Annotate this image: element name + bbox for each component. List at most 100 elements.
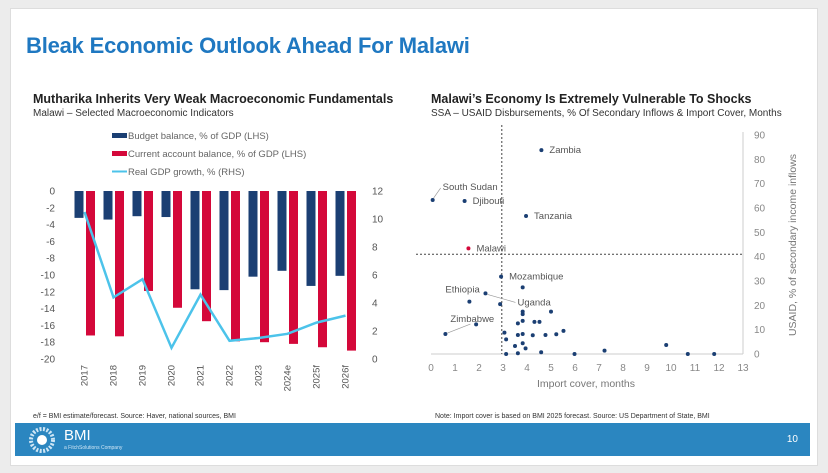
scatter-point	[498, 302, 503, 307]
left-chart-subtitle: Malawi – Selected Macroeconomic Indicato…	[33, 108, 234, 119]
x-axis-tick: 0	[428, 363, 434, 374]
scatter-point	[539, 350, 544, 355]
right-axis-tick: 2	[372, 327, 378, 338]
y-axis-tick: 10	[754, 325, 766, 336]
current-account-bar	[260, 191, 269, 343]
current-account-bar	[202, 191, 211, 322]
point-label: Malawi	[476, 243, 506, 254]
scatter-point	[515, 351, 520, 356]
scatter-point	[524, 214, 529, 219]
budget-balance-bar	[161, 191, 171, 218]
gdp-growth-line	[83, 211, 346, 351]
scatter-point	[602, 348, 607, 353]
scatter-point	[504, 337, 509, 342]
point-label: Uganda	[517, 297, 551, 308]
left-axis-tick: -4	[46, 220, 55, 231]
budget-balance-bar	[190, 191, 200, 290]
current-account-bar	[318, 191, 327, 348]
scatter-point	[523, 346, 528, 351]
right-axis-tick: 0	[372, 355, 378, 366]
x-axis-tick: 4	[524, 363, 530, 374]
legend-label: Current account balance, % of GDP (LHS)	[128, 149, 306, 160]
scatter-point	[561, 328, 566, 333]
scatter-point	[504, 352, 509, 356]
right-chart-title: Malawi’s Economy Is Extremely Vulnerable…	[431, 92, 752, 106]
right-axis-tick: 4	[372, 299, 378, 310]
brand-name: BMI	[64, 427, 91, 444]
left-axis-tick: -12	[41, 287, 56, 298]
x-axis-tick: 13	[737, 363, 749, 374]
legend-label: Real GDP growth, % (RHS)	[128, 167, 245, 178]
left-axis-tick: -8	[46, 254, 55, 265]
current-account-bar	[173, 191, 182, 308]
point-label: Djibouti	[473, 196, 505, 207]
y-axis-tick: 30	[754, 277, 766, 288]
x-axis-tick: 1	[452, 363, 458, 374]
scatter-point	[520, 285, 525, 290]
x-axis-tick: 2022	[225, 365, 236, 386]
budget-balance-bar	[103, 191, 113, 220]
scatter-point	[520, 341, 525, 346]
left-axis-tick: -2	[46, 203, 55, 214]
x-axis-tick: 2023	[254, 365, 265, 386]
x-axis-tick: 9	[644, 363, 650, 374]
page-number: 10	[786, 434, 798, 445]
scatter-point	[537, 319, 542, 324]
left-axis-tick: -10	[41, 271, 56, 282]
scatter-point	[513, 343, 517, 348]
scatter-point	[520, 312, 525, 317]
right-axis-tick: 10	[372, 215, 384, 226]
scatter-point	[430, 197, 435, 202]
budget-balance-bar	[306, 191, 316, 286]
scatter-point	[712, 352, 717, 356]
brand-subtitle: a FitchSolutions Company	[64, 445, 123, 451]
x-axis-tick: 2	[476, 363, 482, 374]
x-axis-tick: 6	[572, 363, 578, 374]
footer-bar: BMI a FitchSolutions Company 10	[15, 423, 810, 456]
left-axis-tick: -18	[41, 338, 56, 349]
scatter-point	[502, 330, 507, 335]
x-axis-tick: 2024e	[283, 365, 294, 391]
scatter-point	[466, 246, 471, 251]
x-axis-tick: 2019	[138, 365, 149, 386]
y-axis-tick: 50	[754, 228, 766, 239]
current-account-bar	[115, 191, 124, 337]
x-axis-tick: 2025f	[312, 365, 323, 389]
legend-label: Budget balance, % of GDP (LHS)	[128, 131, 269, 142]
right-axis-tick: 6	[372, 271, 378, 282]
scatter-point	[520, 318, 525, 323]
point-label: Ethiopia	[445, 285, 480, 296]
budget-balance-bar	[248, 191, 258, 277]
x-axis-tick: 7	[596, 363, 602, 374]
label-leader-line	[433, 187, 441, 199]
y-axis-tick: 60	[754, 204, 766, 215]
source-note-left: e/f = BMI estimate/forecast. Source: Hav…	[33, 413, 236, 420]
scatter-point	[532, 319, 537, 324]
point-label: Tanzania	[534, 211, 573, 222]
x-axis-tick: 8	[620, 363, 626, 374]
budget-balance-bar	[277, 191, 287, 271]
current-account-bar	[289, 191, 298, 344]
label-leader-line	[447, 323, 471, 334]
y-axis-tick: 80	[754, 155, 766, 166]
scatter-point	[539, 148, 544, 153]
x-axis-tick: 2020	[167, 365, 178, 386]
left-axis-tick: -14	[41, 304, 56, 315]
y-axis-tick: 40	[754, 252, 766, 263]
scatter-point	[530, 333, 535, 338]
y-axis-tick: 20	[754, 301, 766, 312]
legend-swatch	[112, 133, 127, 138]
scatter-point	[543, 333, 548, 338]
bmi-logo-icon	[29, 427, 55, 453]
scatter-point	[474, 322, 479, 327]
current-account-bar	[347, 191, 356, 351]
left-axis-tick: -16	[41, 321, 56, 332]
scatter-point	[515, 321, 520, 326]
scatter-point	[685, 352, 690, 356]
scatter-point	[664, 342, 669, 347]
point-label: South Sudan	[443, 182, 498, 193]
scatter-point	[467, 299, 472, 304]
budget-balance-bar	[74, 191, 84, 218]
scatter-point	[443, 332, 448, 337]
